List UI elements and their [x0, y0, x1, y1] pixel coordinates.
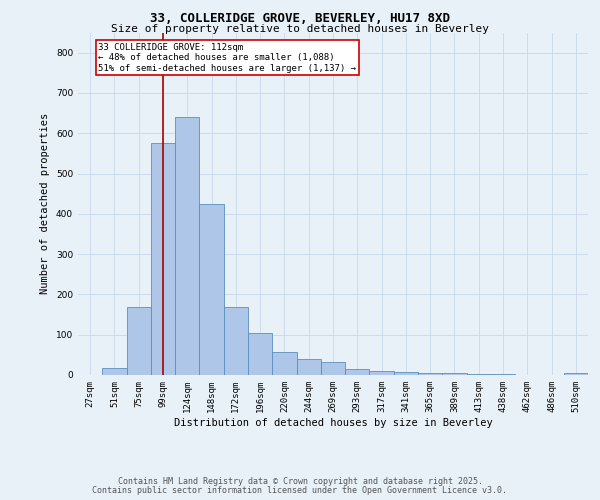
Bar	[296, 359, 321, 375]
Text: Size of property relative to detached houses in Beverley: Size of property relative to detached ho…	[111, 24, 489, 34]
Bar	[442, 374, 467, 375]
Bar	[418, 372, 442, 375]
Bar	[175, 117, 199, 375]
Bar	[151, 144, 175, 375]
Bar	[467, 374, 491, 375]
Bar	[564, 373, 588, 375]
Text: 33, COLLERIDGE GROVE, BEVERLEY, HU17 8XD: 33, COLLERIDGE GROVE, BEVERLEY, HU17 8XD	[150, 12, 450, 26]
Text: Contains public sector information licensed under the Open Government Licence v3: Contains public sector information licen…	[92, 486, 508, 495]
Bar	[370, 371, 394, 375]
Bar	[102, 368, 127, 375]
Bar	[127, 306, 151, 375]
Bar	[224, 306, 248, 375]
Bar	[248, 332, 272, 375]
Bar	[272, 352, 296, 375]
X-axis label: Distribution of detached houses by size in Beverley: Distribution of detached houses by size …	[173, 418, 493, 428]
Bar	[321, 362, 345, 375]
Bar	[345, 369, 370, 375]
Y-axis label: Number of detached properties: Number of detached properties	[40, 113, 50, 294]
Text: 33 COLLERIDGE GROVE: 112sqm
← 48% of detached houses are smaller (1,088)
51% of : 33 COLLERIDGE GROVE: 112sqm ← 48% of det…	[98, 43, 356, 72]
Bar	[199, 204, 224, 375]
Bar	[491, 374, 515, 375]
Bar	[394, 372, 418, 375]
Text: Contains HM Land Registry data © Crown copyright and database right 2025.: Contains HM Land Registry data © Crown c…	[118, 477, 482, 486]
